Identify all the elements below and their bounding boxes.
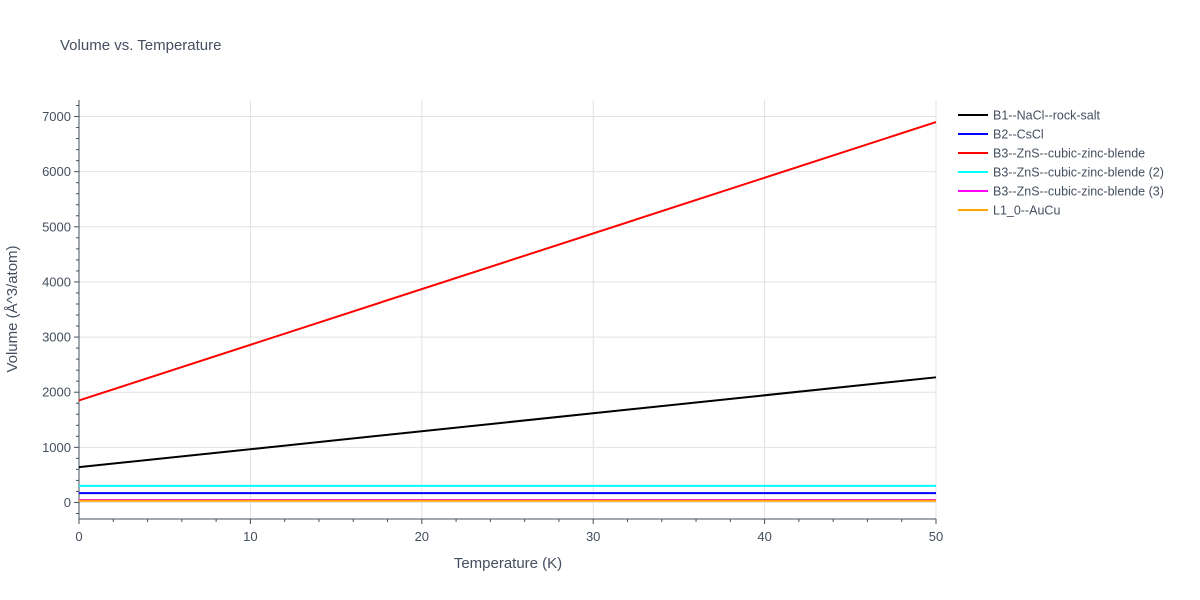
y-tick-label: 3000 [42, 330, 71, 345]
legend-label: L1_0--AuCu [993, 204, 1060, 218]
legend-label: B3--ZnS--cubic-zinc-blende [993, 147, 1145, 161]
series-line-1 [78, 376, 937, 469]
chart-title: Volume vs. Temperature [60, 37, 221, 54]
y-axis-title: Volume (Å^3/atom) [4, 245, 21, 372]
legend-label: B1--NaCl--rock-salt [993, 109, 1100, 123]
series-line-3 [78, 121, 937, 402]
x-axis-title: Temperature (K) [454, 555, 562, 572]
axes: 0 10 20 30 40 50 0 1000 2000 3000 4000 5000 6000 7000 [42, 100, 943, 544]
legend-label: B3--ZnS--cubic-zinc-blende (3) [993, 185, 1164, 199]
x-tick-label: 0 [75, 529, 82, 544]
y-tick-label: 2000 [42, 385, 71, 400]
x-tick-label: 50 [929, 529, 943, 544]
y-tick-label: 7000 [42, 109, 71, 124]
y-tick-label: 0 [64, 495, 71, 510]
y-tick-label: 6000 [42, 164, 71, 179]
legend-label: B2--CsCl [993, 128, 1044, 142]
x-tick-label: 30 [586, 529, 600, 544]
y-tick-label: 5000 [42, 219, 71, 234]
x-tick-label: 10 [243, 529, 257, 544]
grid [78, 100, 937, 519]
x-tick-label: 40 [757, 529, 771, 544]
x-tick-label: 20 [415, 529, 429, 544]
y-tick-label: 4000 [42, 274, 71, 289]
series-lines [78, 121, 937, 502]
legend: B1--NaCl--rock-salt B2--CsCl B3--ZnS--cubi… [958, 109, 1164, 218]
y-tick-label: 1000 [42, 440, 71, 455]
legend-label: B3--ZnS--cubic-zinc-blende (2) [993, 166, 1164, 180]
